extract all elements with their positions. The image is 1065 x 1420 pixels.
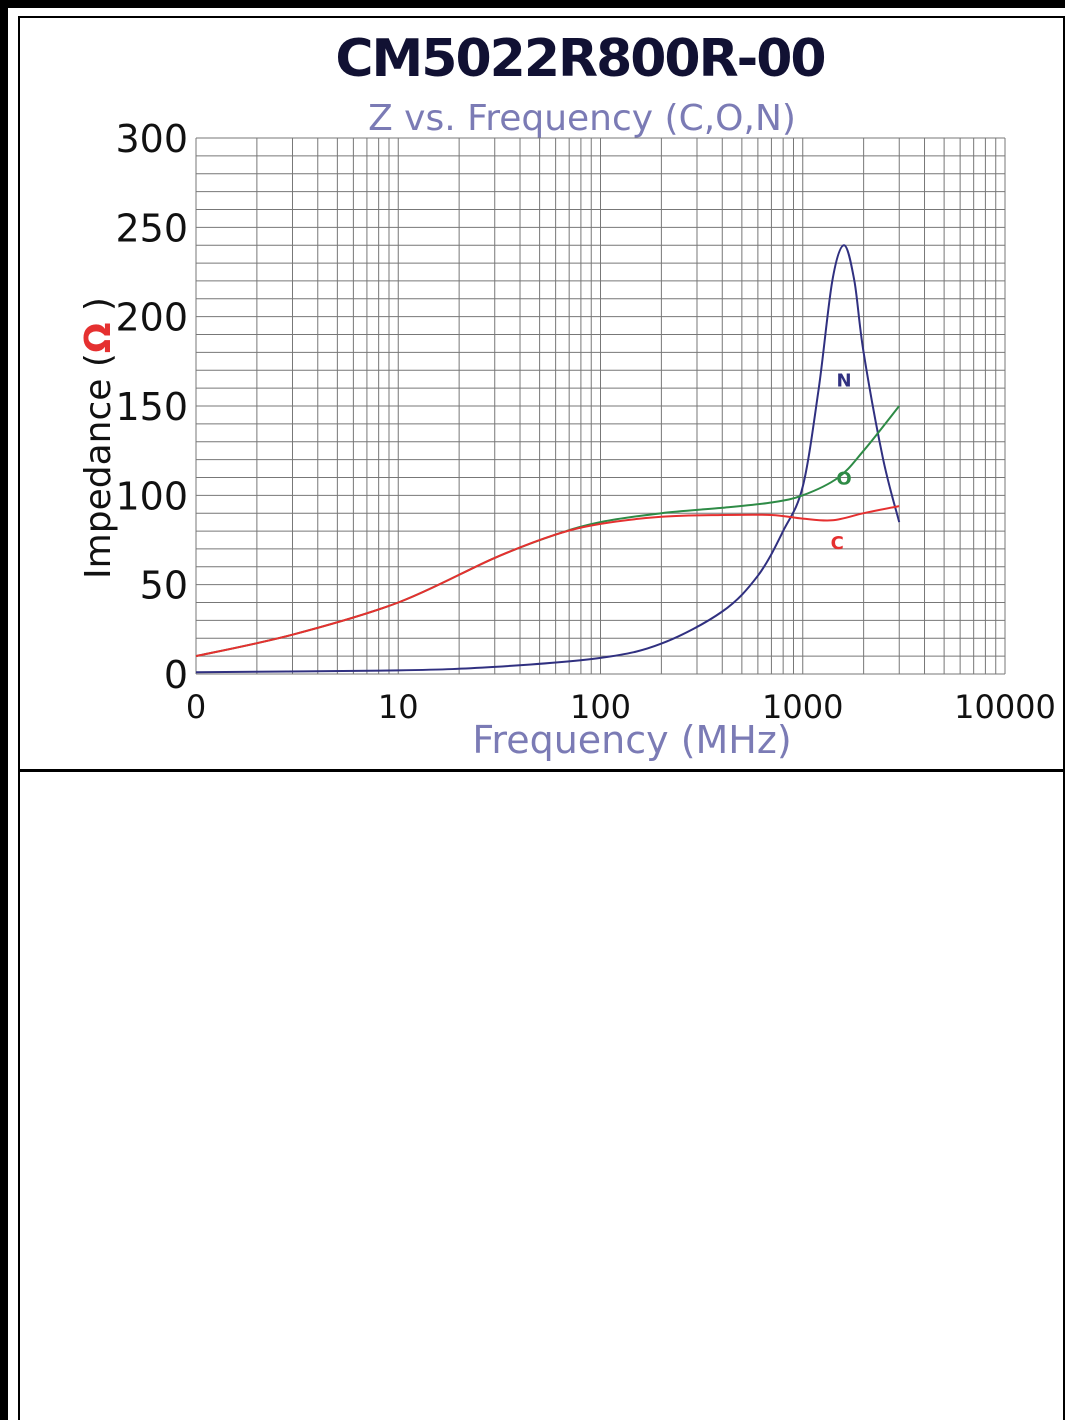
y-tick-label: 50 (140, 564, 188, 608)
x-axis-label: Frequency (MHz) (472, 718, 791, 762)
y-axis-label: Impedance (Ω ) (78, 297, 119, 579)
x-tick-label: 1000 (762, 688, 843, 726)
chart-title: CM5022R800R-00 (335, 29, 824, 89)
y-tick-label: 150 (115, 385, 188, 429)
series-label-n: N (836, 370, 851, 391)
y-tick-label: 300 (115, 117, 188, 161)
chart-subtitle: Z vs. Frequency (C,O,N) (368, 98, 796, 139)
y-tick-label: 250 (115, 206, 188, 250)
y-tick-label: 200 (115, 296, 188, 340)
plot-grid (195, 137, 1006, 675)
series-lines (195, 244, 901, 674)
series-label-c: C (831, 533, 844, 554)
page-frame: CM5022R800R-00 Z vs. Frequency (C,O,N) 0… (8, 8, 1065, 1420)
y-axis-label-unit: Ω (78, 323, 119, 354)
chart-panel: CM5022R800R-00 Z vs. Frequency (C,O,N) 0… (18, 16, 1065, 771)
series-line-c (195, 505, 900, 658)
y-axis-label-suffix: ) (78, 297, 119, 323)
y-axis-label-prefix: Impedance ( (78, 353, 119, 579)
x-axis-ticks: 0 10 100 1000 10000 (186, 688, 1056, 726)
y-axis-ticks: 0 50 100 150 200 250 300 (115, 117, 188, 697)
series-line-n (195, 244, 901, 674)
y-tick-label: 100 (115, 474, 188, 518)
x-tick-label: 0 (186, 688, 206, 726)
x-tick-label: 100 (570, 688, 631, 726)
impedance-chart: CM5022R800R-00 Z vs. Frequency (C,O,N) 0… (78, 29, 1056, 762)
y-tick-label: 0 (164, 653, 188, 697)
empty-panel (18, 770, 1065, 1420)
series-label-o: O (836, 469, 851, 490)
x-tick-label: 10 (378, 688, 419, 726)
series-labels: N O C (831, 370, 852, 554)
x-tick-label: 10000 (954, 688, 1056, 726)
